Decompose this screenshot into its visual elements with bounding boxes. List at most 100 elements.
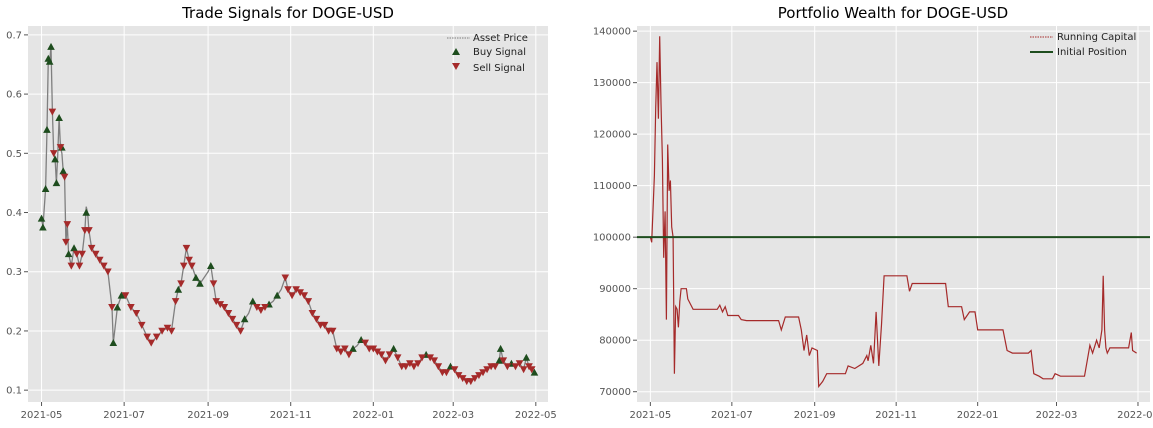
sell-signal-marker (236, 327, 245, 335)
x-tick-label: 2021-05 (629, 410, 671, 421)
sell-signal-marker (328, 327, 337, 335)
buy-signal-marker (109, 338, 118, 346)
sell-signal-marker (527, 366, 536, 374)
sell-signal-marker (406, 360, 414, 368)
sell-signal-marker (491, 363, 499, 371)
buy-signal-marker (174, 285, 183, 293)
sell-signal-marker (304, 298, 313, 306)
sell-signal-marker (341, 345, 349, 353)
sell-signal-marker (332, 345, 341, 353)
sell-signal-marker (475, 372, 483, 380)
sell-signal-marker (281, 274, 290, 282)
legend: Running Capital Initial Position (1030, 32, 1136, 58)
y-tick-label: 0.5 (6, 149, 22, 160)
buy-signal-marker (117, 291, 126, 299)
buy-signal-marker (43, 125, 51, 133)
buy-signal-marker (496, 344, 505, 352)
buy-signal-marker (47, 42, 55, 50)
sell-signal-marker (63, 221, 72, 229)
sell-signal-marker (56, 144, 65, 152)
sell-signal-marker (91, 250, 100, 258)
buy-signal-marker (55, 113, 63, 121)
sell-signal-marker (515, 360, 524, 368)
sell-signal-marker (179, 262, 188, 270)
sell-signal-marker (152, 333, 161, 341)
sell-signal-marker (467, 378, 475, 386)
sell-signal-marker (132, 309, 141, 317)
sell-signal-marker (257, 307, 265, 315)
sell-signal-marker (284, 286, 292, 294)
sell-signal-marker (224, 309, 233, 317)
x-tick-label: 2022-05 (1117, 410, 1153, 421)
legend-label-sell-signal: Sell Signal (473, 63, 525, 74)
y-tick-label: 120000 (593, 130, 631, 141)
sell-signal-marker (78, 250, 86, 258)
sell-signal-marker (377, 351, 386, 359)
buy-signal-marker (349, 344, 357, 352)
sell-signal-marker (337, 348, 345, 356)
sell-signal-marker (385, 351, 394, 359)
sell-signal-marker (60, 173, 69, 181)
sell-signal-marker (479, 369, 487, 377)
sell-signal-marker (410, 363, 418, 371)
sell-signal-marker (127, 304, 135, 312)
sell-signal-marker (288, 292, 296, 300)
y-tick-label: 0.7 (6, 30, 22, 41)
sell-signal-marker (163, 324, 172, 332)
x-tick-label: 2022-03 (1036, 410, 1078, 421)
y-tick-label: 80000 (599, 336, 631, 347)
x-tick-label: 2022-01 (352, 410, 394, 421)
sell-signal-marker (442, 369, 451, 377)
legend: Asset Price Buy Signal Sell Signal (447, 33, 528, 74)
legend-label-asset-price: Asset Price (473, 33, 528, 44)
sell-signal-marker (185, 256, 193, 264)
x-tick-label: 2022-05 (515, 410, 557, 421)
plot-series (637, 36, 1150, 389)
sell-signal-marker (300, 292, 309, 300)
sell-signal-marker (312, 315, 321, 323)
y-tick-label: 0.2 (6, 326, 22, 337)
sell-signal-marker (182, 244, 191, 252)
portfolio-wealth-chart: 2021-05 2021-07 2021-09 2021-11 2022-01 2022-… (593, 4, 1153, 421)
sell-signal-marker (261, 304, 269, 312)
x-tick-label: 2021-09 (794, 410, 836, 421)
x-tick-label: 2021-09 (187, 410, 229, 421)
x-tick-label: 2021-11 (270, 410, 312, 421)
sell-signal-marker (373, 348, 382, 356)
plot-area (637, 26, 1150, 402)
sell-signal-marker (393, 354, 402, 362)
buy-signal-marker (207, 262, 215, 270)
legend-swatch-sell-signal (452, 63, 460, 70)
sell-signal-marker (228, 315, 237, 323)
running-capital-line (649, 36, 1137, 389)
sell-signal-marker (402, 363, 410, 371)
y-tick-label: 0.1 (6, 386, 22, 397)
legend-swatch-buy-signal (452, 48, 460, 55)
sell-signal-marker (75, 262, 84, 270)
sell-signal-marker (434, 363, 443, 371)
chart-title: Trade Signals for DOGE-USD (181, 4, 394, 22)
sell-signal-marker (85, 227, 93, 235)
sell-signal-marker (320, 321, 329, 329)
sell-signal-marker (426, 354, 434, 362)
sell-signal-marker (62, 238, 70, 246)
sell-signal-marker (188, 262, 196, 270)
y-tick-label: 0.4 (6, 208, 22, 219)
sell-signal-marker (158, 327, 166, 335)
buy-signal-marker (70, 244, 78, 252)
x-tick-label: 2021-11 (875, 410, 917, 421)
x-tick-label: 2021-05 (21, 410, 63, 421)
y-tick-label: 130000 (593, 78, 631, 89)
axis-ticks: 2021-05 2021-07 2021-09 2021-11 2022-01 2022-… (6, 30, 557, 421)
sell-signal-marker (381, 357, 390, 365)
buy-signal-marker (51, 155, 59, 163)
x-tick-label: 2022-01 (957, 410, 999, 421)
sell-signal-marker (471, 375, 479, 383)
sell-signal-marker (450, 366, 459, 374)
sell-signal-marker (87, 244, 96, 252)
sell-signal-marker (212, 298, 221, 306)
legend-label-buy-signal: Buy Signal (473, 47, 526, 58)
sell-signal-marker (216, 301, 225, 309)
buy-signal-marker (64, 250, 73, 258)
